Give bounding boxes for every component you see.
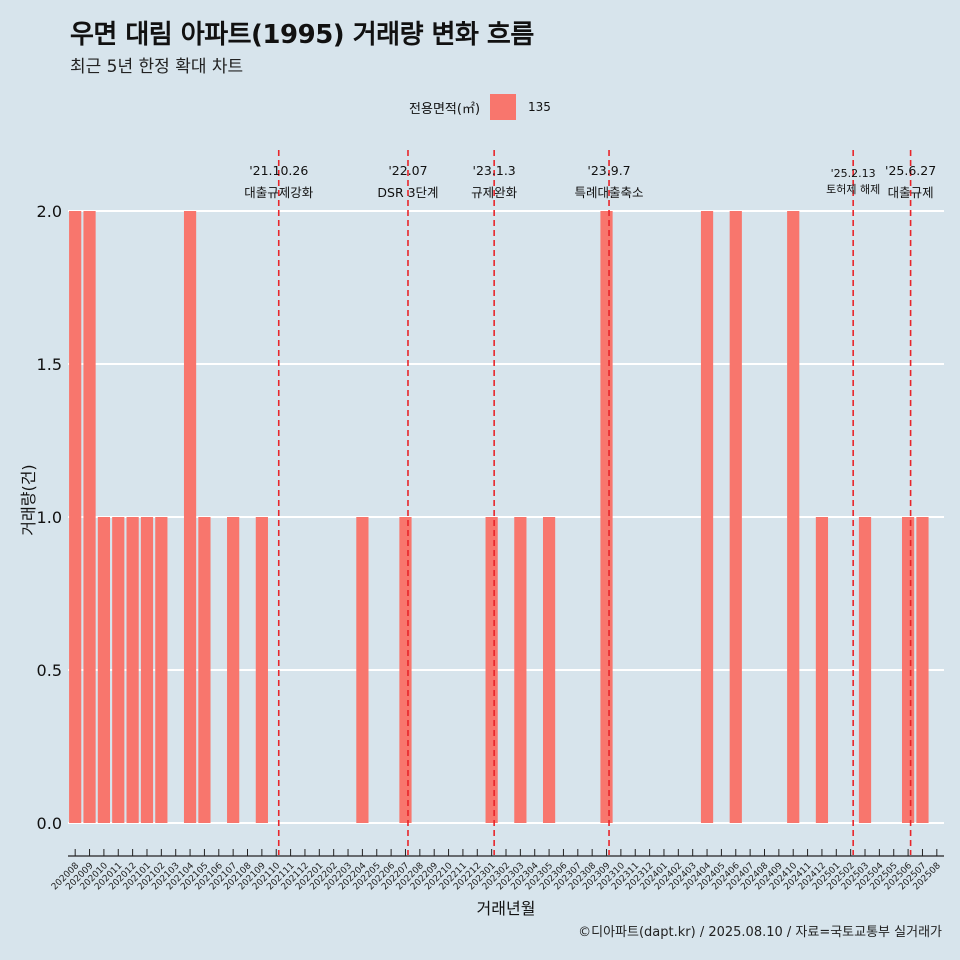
- event-text-label: 규제완화: [471, 185, 518, 200]
- bar: [97, 517, 111, 823]
- bar: [198, 517, 211, 823]
- y-tick-label: 0.0: [37, 814, 62, 833]
- y-tick-label: 2.0: [37, 202, 62, 221]
- event-date-label: '23.9.7: [587, 163, 630, 178]
- bar: [112, 517, 125, 823]
- bar: [729, 211, 742, 823]
- event-date-label: '25.2.13: [831, 167, 876, 180]
- event-date-label: '22.07: [388, 163, 427, 178]
- bar: [255, 517, 268, 823]
- y-tick-label: 1.5: [37, 355, 62, 374]
- bar: [83, 211, 96, 823]
- event-text-label: 토허제 해제: [826, 182, 880, 196]
- bar: [700, 211, 714, 823]
- bar: [600, 211, 613, 823]
- bar: [126, 517, 139, 823]
- bar: [916, 517, 929, 823]
- x-axis-title: 거래년월: [477, 899, 536, 918]
- bar: [356, 517, 369, 823]
- event-date-label: '25.6.27: [885, 163, 936, 178]
- y-tick-label: 1.0: [37, 508, 62, 527]
- y-tick-label: 0.5: [37, 661, 62, 680]
- chart-subtitle: 최근 5년 한정 확대 차트: [70, 57, 244, 77]
- bar: [787, 211, 800, 823]
- event-text-label: 대출규제강화: [244, 185, 314, 200]
- bar: [399, 517, 412, 823]
- bar: [485, 517, 498, 823]
- event-date-label: '23.1.3: [473, 163, 516, 178]
- bar: [858, 517, 872, 823]
- legend-label: 135: [528, 100, 551, 114]
- event-date-label: '21.10.26: [249, 163, 308, 178]
- bar: [183, 211, 197, 823]
- event-text-label: 대출규제: [888, 185, 934, 200]
- bar: [542, 517, 556, 823]
- bar: [901, 517, 915, 823]
- chart-title: 우면 대림 아파트(1995) 거래량 변화 흐름: [70, 20, 534, 50]
- legend-title: 전용면적(㎡): [409, 101, 481, 117]
- bar: [69, 211, 82, 823]
- legend-swatch: [490, 94, 517, 120]
- bar: [227, 517, 240, 823]
- event-text-label: 특례대출축소: [575, 185, 644, 200]
- bar: [815, 517, 829, 823]
- bar: [155, 517, 168, 823]
- legend: 전용면적(㎡) 135: [0, 94, 960, 120]
- y-axis-title: 거래량(건): [19, 464, 38, 535]
- event-text-label: DSR 3단계: [377, 185, 438, 200]
- source-caption: ©디아파트(dapt.kr) / 2025.08.10 / 자료=국토교통부 실…: [578, 925, 942, 940]
- bar: [140, 517, 154, 823]
- bar: [514, 517, 527, 823]
